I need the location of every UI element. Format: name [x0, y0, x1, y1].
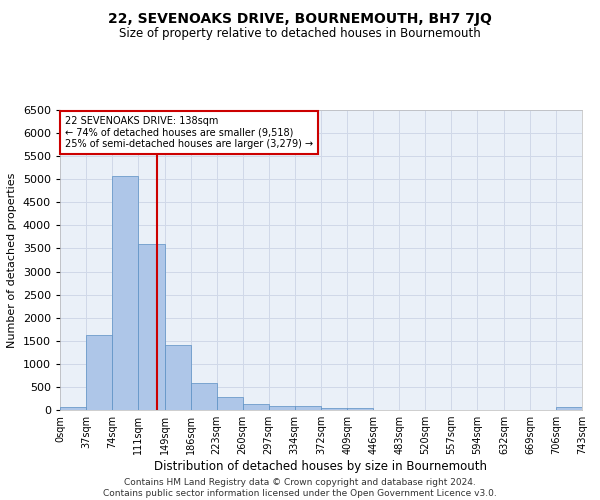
Bar [138, 244, 164, 410]
X-axis label: Distribution of detached houses by size in Bournemouth: Distribution of detached houses by size … [155, 460, 487, 473]
Text: Contains HM Land Registry data © Crown copyright and database right 2024.
Contai: Contains HM Land Registry data © Crown c… [103, 478, 497, 498]
Bar [60, 406, 86, 410]
Text: 22, SEVENOAKS DRIVE, BOURNEMOUTH, BH7 7JQ: 22, SEVENOAKS DRIVE, BOURNEMOUTH, BH7 7J… [108, 12, 492, 26]
Text: Size of property relative to detached houses in Bournemouth: Size of property relative to detached ho… [119, 28, 481, 40]
Y-axis label: Number of detached properties: Number of detached properties [7, 172, 17, 348]
Bar [295, 406, 322, 410]
Bar [556, 407, 582, 410]
Bar [217, 396, 242, 410]
Bar [191, 384, 217, 410]
Bar [322, 408, 347, 410]
Text: 22 SEVENOAKS DRIVE: 138sqm
← 74% of detached houses are smaller (9,518)
25% of s: 22 SEVENOAKS DRIVE: 138sqm ← 74% of deta… [65, 116, 313, 149]
Bar [86, 335, 112, 410]
Bar [112, 176, 138, 410]
Bar [347, 408, 373, 410]
Bar [269, 406, 295, 410]
Bar [242, 404, 269, 410]
Bar [164, 346, 191, 410]
